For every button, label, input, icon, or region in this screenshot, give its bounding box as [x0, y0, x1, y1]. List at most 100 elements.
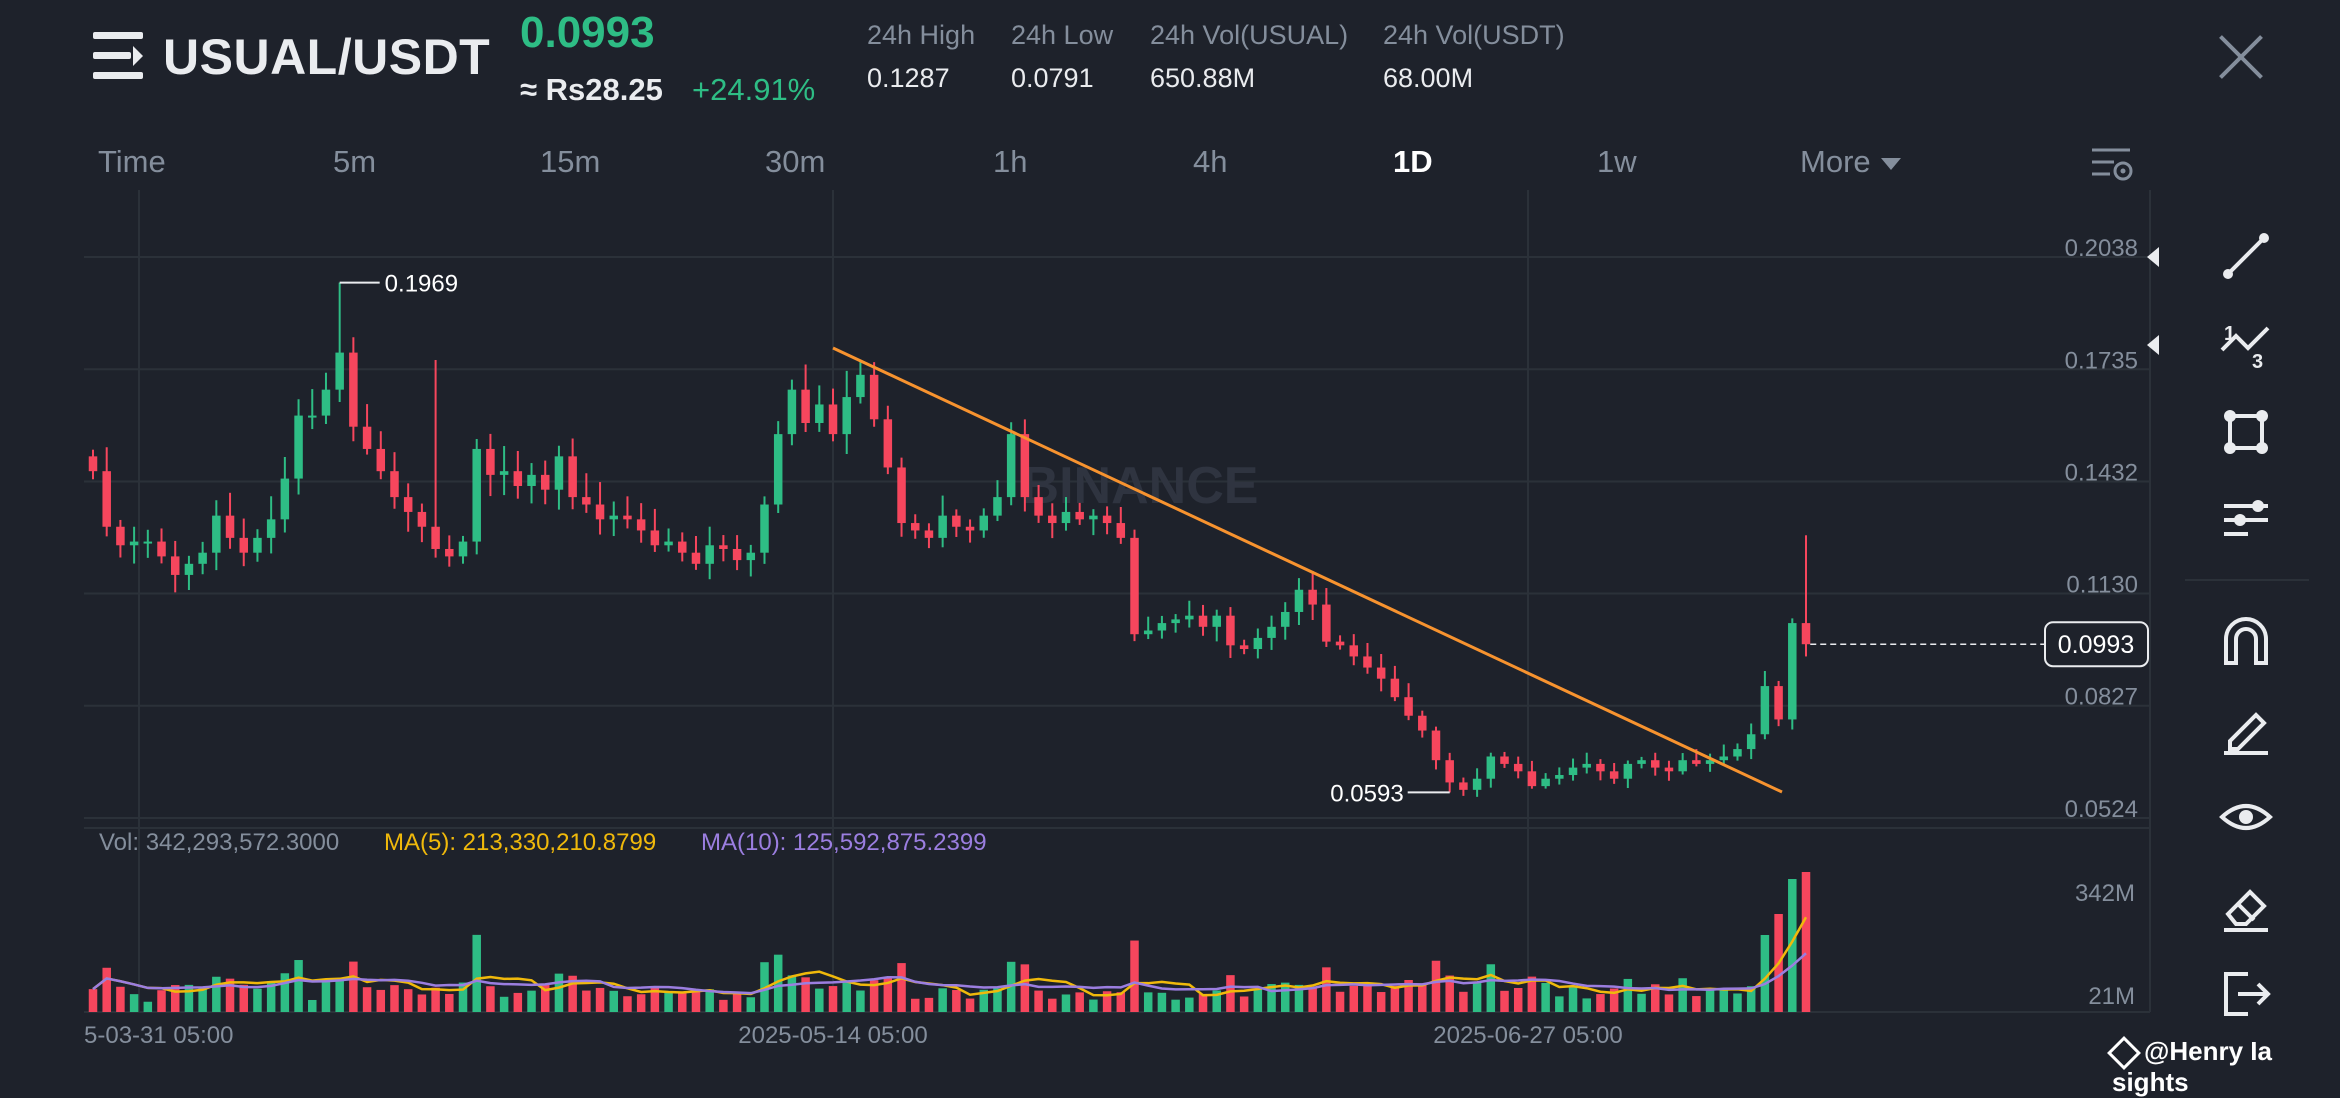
candle-body — [102, 471, 111, 527]
stat-24h-vol-quote: 24h Vol(USDT) 68.00M — [1383, 20, 1565, 93]
volume-bar — [376, 989, 386, 1012]
candle-body — [540, 474, 550, 490]
candle-body — [335, 352, 344, 390]
candle-body — [554, 456, 564, 490]
close-icon[interactable] — [2218, 34, 2264, 80]
volume-bar — [540, 984, 550, 1012]
tab-1h[interactable]: 1h — [993, 144, 1028, 179]
candle-body — [773, 434, 783, 505]
volume-bar — [88, 989, 98, 1012]
pencil-icon[interactable] — [2218, 701, 2274, 757]
volume-bar — [417, 994, 427, 1012]
volume-bar — [1527, 976, 1537, 1012]
candle-body — [1719, 756, 1729, 761]
volume-bar — [1568, 986, 1578, 1012]
tab-4h[interactable]: 4h — [1193, 144, 1228, 179]
tab-5m[interactable]: 5m — [333, 144, 377, 179]
volume-tick-21m: 21M — [2088, 983, 2135, 1010]
volume-bar — [212, 976, 221, 1012]
volume-bar — [1609, 988, 1619, 1012]
tab-more[interactable]: More — [1800, 144, 1901, 180]
chart-settings-icon[interactable] — [2090, 145, 2134, 183]
candle-body — [499, 471, 509, 475]
candle-body — [1733, 749, 1742, 757]
volume-bar — [335, 979, 344, 1012]
volume-bar — [1500, 990, 1509, 1012]
volume-bar — [184, 984, 194, 1012]
eraser-icon[interactable] — [2218, 878, 2274, 934]
volume-tick-342m: 342M — [2075, 880, 2135, 907]
candle-body — [1582, 763, 1591, 768]
candle-body — [1705, 760, 1715, 764]
candle-body — [1527, 771, 1537, 787]
volume-bar — [1513, 987, 1523, 1012]
menu-icon[interactable] — [93, 32, 143, 80]
volume-bar — [1431, 960, 1441, 1012]
tab-15m[interactable]: 15m — [540, 144, 601, 179]
candle-body — [417, 511, 427, 527]
candle-body — [1746, 734, 1756, 750]
volume-bar — [1404, 979, 1413, 1012]
candle-body — [883, 419, 893, 468]
candle-body — [1568, 767, 1578, 776]
volume-bar — [1733, 993, 1742, 1012]
volume-bar — [225, 978, 235, 1012]
candle-body — [732, 548, 742, 561]
tab-1d[interactable]: 1D — [1393, 144, 1433, 179]
tab-30m[interactable]: 30m — [765, 144, 826, 179]
footer-credit: @Henry Ia sights — [2107, 1036, 2340, 1098]
candle-body — [1609, 771, 1619, 779]
candle-body — [1171, 619, 1180, 624]
candle-body — [828, 404, 838, 435]
candle-body — [1322, 604, 1331, 642]
candle-body — [938, 515, 947, 538]
indicator-icon[interactable] — [2218, 492, 2274, 548]
credit-text: @Henry Ia sights — [2112, 1036, 2272, 1097]
volume-bar — [1171, 999, 1180, 1012]
candle-body — [1651, 760, 1660, 768]
price-change: +24.91% — [692, 72, 816, 107]
fib-icon[interactable]: 1 3 — [2218, 316, 2274, 372]
pair-title[interactable]: USUAL/USDT — [163, 29, 491, 85]
candle-body — [294, 415, 303, 479]
candle-body — [869, 374, 879, 420]
volume-bar — [1486, 964, 1496, 1012]
candle-body — [719, 545, 728, 549]
volume-bar — [746, 997, 756, 1012]
candle-body — [1294, 589, 1304, 612]
diamond-logo-icon — [2107, 1036, 2141, 1071]
candle-body — [1596, 763, 1605, 772]
volume-bar — [979, 989, 989, 1012]
eye-icon[interactable] — [2218, 789, 2274, 845]
candle-body — [1143, 630, 1153, 635]
price-tick: 0.1735 — [2065, 347, 2138, 374]
volume-bar — [280, 973, 290, 1012]
trend-line[interactable] — [832, 346, 1783, 794]
expand-left-icon[interactable] — [2147, 247, 2159, 267]
volume-bar — [1349, 985, 1359, 1012]
price-tick: 0.1130 — [2066, 571, 2138, 598]
tab-1w[interactable]: 1w — [1597, 144, 1637, 179]
high-label: 0.1969 — [385, 271, 458, 298]
volume-bar — [554, 973, 564, 1012]
shape-icon[interactable] — [2218, 404, 2274, 460]
candle-body — [979, 515, 989, 531]
candle-body — [157, 541, 166, 557]
candle-body — [1102, 515, 1112, 524]
trend-line-icon[interactable] — [2218, 228, 2274, 284]
candle-body — [1130, 537, 1139, 635]
volume-bar — [664, 992, 673, 1012]
candle-body — [1555, 775, 1564, 779]
expand-left-icon-2[interactable] — [2147, 335, 2159, 355]
candle-body — [1212, 615, 1221, 627]
magnet-icon[interactable] — [2218, 613, 2274, 669]
volume-bar — [568, 975, 577, 1012]
toolbar-divider — [2185, 579, 2309, 581]
volume-bars — [88, 872, 1811, 1012]
volume-bar — [1678, 978, 1687, 1012]
exit-icon[interactable] — [2218, 966, 2274, 1022]
candle-body — [678, 541, 687, 553]
volume-bar — [1651, 984, 1660, 1012]
tab-time[interactable]: Time — [98, 144, 166, 179]
